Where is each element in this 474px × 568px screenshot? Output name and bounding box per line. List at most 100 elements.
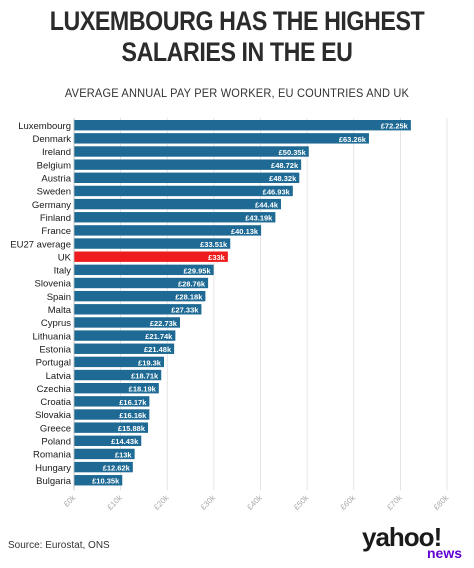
data-label: £63.26k [339,135,367,144]
bar [74,277,209,289]
category-label: Ireland [42,147,71,158]
data-label: £43.19k [245,214,273,223]
x-tick-label: £30k [199,493,218,512]
title-line-2: SALARIES IN THE EU [121,37,353,67]
bar [74,461,133,473]
data-label: £10.35k [92,477,120,486]
data-label: £19.3k [138,358,162,367]
bar [74,330,176,341]
data-label: £44.4k [255,201,279,210]
category-label: Italy [54,266,72,277]
category-label: Croatia [40,397,71,408]
bar [74,185,293,197]
category-label: Slovakia [35,410,72,421]
data-label: £14.43k [111,437,139,446]
title-line-1: LUXEMBOURG HAS THE HIGHEST [49,6,425,36]
x-tick-label: £50k [292,493,311,512]
category-label: Hungary [35,463,71,474]
bar [74,369,162,381]
bar [74,172,300,183]
x-tick-label: £60k [339,493,358,512]
bar [74,304,202,315]
category-label: Belgium [37,160,71,171]
bar [74,422,149,433]
category-label: Bulgaria [36,476,72,487]
x-tick-label: £0k [62,493,78,509]
x-tick-label: £80k [432,493,451,512]
data-label: £18.19k [129,385,157,394]
data-label: £27.33k [171,306,199,315]
category-label: EU27 average [10,239,71,250]
category-label: Sweden [37,187,71,198]
bar [74,198,282,210]
bar [74,120,411,131]
category-label: Greece [40,423,71,434]
yahoo-news-logo: yahoo! news [362,524,466,564]
data-label: £50.35k [279,148,307,157]
category-label: Lithuania [32,331,71,342]
data-label: £16.16k [119,411,147,420]
chart-title: LUXEMBOURG HAS THE HIGHEST SALARIES IN T… [33,6,441,68]
data-label: £13k [115,450,133,459]
category-label: Czechia [37,384,72,395]
data-label: £21.74k [145,332,173,341]
category-label: Germany [32,200,71,211]
category-label: Malta [48,305,72,316]
bar [74,448,135,460]
category-label: Luxembourg [18,121,71,132]
data-label: £33.51k [200,240,228,249]
data-label: £16.17k [119,398,147,407]
data-label: £72.25k [381,122,409,131]
bar [74,133,369,144]
category-label: Romania [33,450,72,461]
bar [74,238,231,249]
data-label: £28.18k [175,293,203,302]
chart-subtitle: AVERAGE ANNUAL PAY PER WORKER, EU COUNTR… [64,86,410,100]
bar [74,251,228,262]
category-label: Denmark [32,134,71,145]
bar [74,396,150,407]
data-label: £48.32k [269,174,297,183]
category-label: Estonia [39,344,71,355]
category-label: UK [58,252,72,263]
data-label: £12.62k [103,464,131,473]
bar [74,225,262,236]
x-tick-label: £40k [245,493,264,512]
category-label: France [41,226,71,237]
data-label: £28.76k [178,279,206,288]
category-label: Austria [41,174,71,185]
bar [74,475,123,486]
logo-news: news [426,545,462,561]
bar [74,159,302,170]
bar [74,146,309,157]
bar [74,343,175,354]
bar [74,290,206,302]
bar [74,264,214,276]
category-label: Latvia [46,371,72,382]
category-label: Poland [41,437,71,448]
category-label: Slovenia [35,279,72,290]
bar [74,383,159,394]
data-label: £33k [208,253,226,262]
data-label: £29.95k [184,266,212,275]
data-label: £18.71k [131,371,159,380]
bar [74,356,164,368]
x-tick-label: £20k [152,493,171,512]
logo-wordmark: yahoo! [362,522,442,552]
x-tick-label: £70k [385,493,404,512]
data-label: £21.48k [144,345,172,354]
category-label: Cyprus [41,318,71,329]
data-label: £46.93k [263,187,291,196]
category-label: Portugal [36,358,71,369]
category-label: Finland [40,213,71,224]
x-tick-label: £10k [105,493,124,512]
data-label: £48.72k [271,161,299,170]
bar [74,435,142,446]
category-label: Spain [47,292,71,303]
bar [74,409,150,420]
data-label: £15.88k [118,424,146,433]
data-label: £40.13k [231,227,259,236]
source-note: Source: Eurostat, ONS [8,540,110,551]
data-label: £22.73k [150,319,178,328]
